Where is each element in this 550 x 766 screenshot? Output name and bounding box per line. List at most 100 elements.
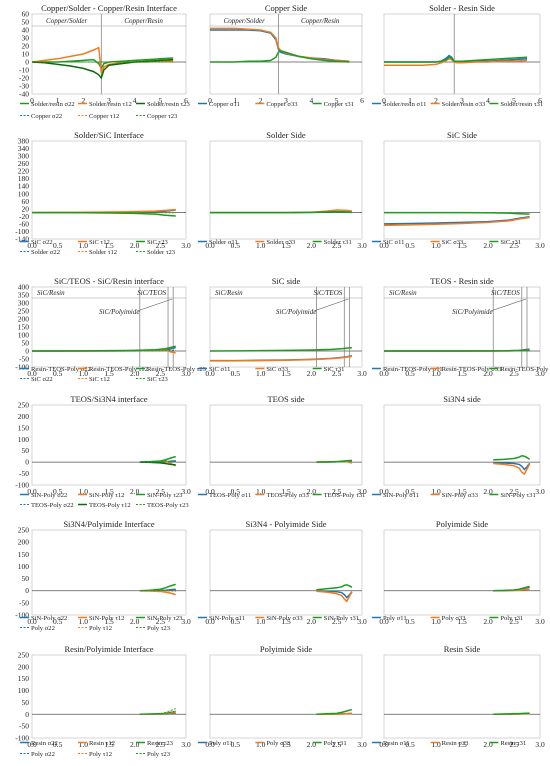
legend-label: Resin-TEOS-Poly τ23 bbox=[147, 366, 207, 373]
legend-label: Poly τ12 bbox=[89, 751, 112, 758]
x-tick-label: 1.5 bbox=[457, 369, 467, 378]
x-tick-label: 2.5 bbox=[332, 740, 342, 749]
x-tick-label: 3.0 bbox=[357, 740, 367, 749]
chart-panel-18: Resin Side 0.0 0.5 1.0 1.5 2.0 2.5 3.0 Resin σ11… bbox=[372, 644, 545, 749]
x-tick-label: 0.5 bbox=[231, 617, 241, 626]
x-tick-label: 1.0 bbox=[431, 617, 441, 626]
x-tick-label: 2.0 bbox=[130, 487, 140, 496]
legend-label: Resin σ22 bbox=[31, 740, 58, 747]
chart-panel-7: SiC/TEOS - SiC/Resin interface 0.0 0.5 1.0 1… bbox=[15, 276, 206, 383]
y-tick-label: -40 bbox=[19, 90, 29, 99]
plot-frame bbox=[209, 140, 363, 240]
region-label: Copper/Solder bbox=[224, 17, 265, 25]
y-tick-label: 60 bbox=[22, 197, 30, 206]
plot-frame bbox=[31, 140, 187, 240]
series-line bbox=[210, 355, 352, 362]
y-tick-label: 180 bbox=[18, 174, 30, 183]
y-tick-label: 200 bbox=[18, 412, 30, 421]
y-tick-label: 250 bbox=[18, 526, 30, 535]
x-tick-label: 3.0 bbox=[535, 369, 545, 378]
x-tick-label: 1 bbox=[408, 96, 412, 105]
series-line bbox=[384, 211, 530, 215]
x-tick-label: 2 bbox=[434, 96, 438, 105]
x-tick-label: 2.5 bbox=[509, 617, 519, 626]
y-tick-label: 220 bbox=[18, 167, 30, 176]
x-tick-label: 0.0 bbox=[379, 487, 389, 496]
x-tick-label: 0.5 bbox=[405, 241, 415, 250]
y-tick-label: -100 bbox=[15, 481, 29, 490]
legend-label: Copper σ22 bbox=[31, 113, 62, 120]
x-tick-label: 1.0 bbox=[256, 369, 266, 378]
legend-label: Resin-TEOS-Poly τ31 bbox=[500, 366, 550, 373]
x-tick-label: 1.0 bbox=[431, 369, 441, 378]
series-line bbox=[31, 58, 174, 80]
x-tick-label: 1.5 bbox=[281, 740, 291, 749]
x-tick-label: 2.5 bbox=[156, 487, 166, 496]
y-tick-label: -50 bbox=[19, 469, 29, 478]
series-line bbox=[316, 590, 353, 603]
x-tick-label: 5 bbox=[512, 96, 516, 105]
legend-label: SiC σ11 bbox=[383, 239, 404, 246]
series-line bbox=[493, 461, 531, 471]
legend-label: TEOS-Poly τ12 bbox=[89, 502, 131, 509]
x-tick-label: 4 bbox=[309, 96, 313, 105]
x-tick-label: 0.0 bbox=[379, 241, 389, 250]
legend-label: Solder τ12 bbox=[89, 249, 117, 256]
x-tick-label: 2.5 bbox=[332, 369, 342, 378]
plot-frame bbox=[209, 286, 363, 368]
x-tick-label: 2.5 bbox=[156, 740, 166, 749]
legend-label: SiN-Poly τ12 bbox=[89, 492, 124, 499]
x-tick-label: 1.0 bbox=[431, 740, 441, 749]
x-tick-label: 0.5 bbox=[405, 487, 415, 496]
x-tick-label: 0 bbox=[208, 96, 212, 105]
x-tick-label: 4 bbox=[133, 96, 137, 105]
y-tick-label: -100 bbox=[15, 227, 29, 236]
series-line bbox=[316, 589, 353, 599]
legend-label: SiN-Poly σ11 bbox=[383, 492, 419, 499]
legend-label: Resin-TEOS-Poly σ33 bbox=[442, 366, 502, 373]
legend-label: TEOS-Poly σ33 bbox=[266, 492, 309, 499]
legend-label: SiC σ33 bbox=[266, 366, 288, 373]
x-tick-label: 1.0 bbox=[431, 487, 441, 496]
chart-panel-6: SiC Side 0.0 0.5 1.0 1.5 2.0 2.5 3.0 SiC σ11 SiC … bbox=[372, 130, 545, 250]
y-tick-label: -20 bbox=[19, 74, 29, 83]
series-line bbox=[493, 462, 531, 476]
legend-label: SiC τ12 bbox=[89, 239, 110, 246]
y-tick-label: 0 bbox=[25, 58, 29, 67]
x-tick-label: 5 bbox=[158, 96, 162, 105]
x-tick-label: 0.0 bbox=[205, 617, 215, 626]
legend-label: Resin τ31 bbox=[500, 740, 526, 747]
x-tick-label: 2.0 bbox=[483, 740, 493, 749]
legend-label: Poly τ31 bbox=[500, 615, 523, 622]
y-tick-label: -50 bbox=[19, 355, 29, 364]
legend-label: SiC τ12 bbox=[89, 376, 110, 383]
x-tick-label: 6 bbox=[184, 96, 188, 105]
annotation-arrow bbox=[137, 298, 173, 312]
y-tick-label: 200 bbox=[18, 315, 30, 324]
x-tick-label: 2.0 bbox=[483, 241, 493, 250]
chart-panel-9: TEOS - Resin side 0.0 0.5 1.0 1.5 2.0 2.5 3.0 Si… bbox=[372, 276, 550, 378]
y-tick-label: 40 bbox=[22, 26, 30, 35]
chart-title: Solder - Resin Side bbox=[429, 3, 495, 13]
x-tick-label: 2.0 bbox=[483, 487, 493, 496]
x-tick-label: 1 bbox=[233, 96, 237, 105]
legend-label: Resin-TEOS-Poly σ22 bbox=[31, 366, 91, 373]
x-tick-label: 6 bbox=[538, 96, 542, 105]
y-tick-label: 50 bbox=[22, 574, 30, 583]
x-tick-label: 0.0 bbox=[27, 740, 37, 749]
legend-label: Solder/resin σ33 bbox=[442, 101, 486, 108]
x-tick-label: 3.0 bbox=[535, 617, 545, 626]
legend-label: Copper σ11 bbox=[209, 101, 240, 108]
plot-frame bbox=[209, 654, 363, 739]
x-tick-label: 2.0 bbox=[307, 241, 317, 250]
chart-title: TEOS/Si3N4 interface bbox=[70, 394, 147, 404]
y-tick-label: -140 bbox=[15, 235, 29, 244]
chart-title: Si3N4/Polyimide Interface bbox=[63, 519, 155, 529]
y-tick-label: 260 bbox=[18, 159, 30, 168]
plot-frame bbox=[209, 13, 363, 95]
x-tick-label: 0.5 bbox=[231, 740, 241, 749]
x-tick-label: 2.0 bbox=[307, 740, 317, 749]
plot-frame bbox=[209, 404, 363, 486]
